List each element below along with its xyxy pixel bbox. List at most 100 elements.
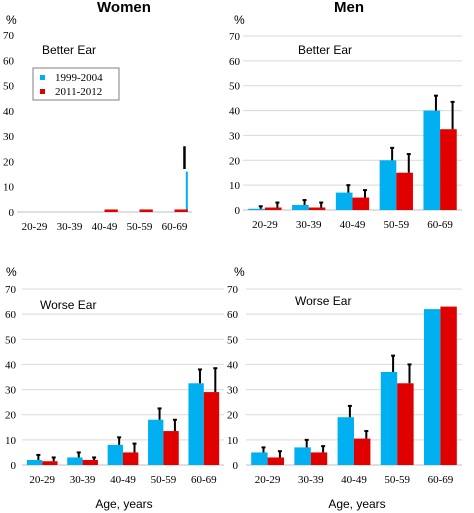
panel-title: Worse Ear (40, 298, 96, 312)
bar-1999-2004 (148, 419, 164, 465)
bar-1999-2004 (185, 171, 188, 212)
bar-1999-2004 (107, 444, 123, 465)
y-tick-label: 30 (5, 385, 17, 397)
legend-box (32, 67, 120, 101)
y-tick-label: 70 (227, 284, 239, 296)
y-tick-label: 60 (3, 55, 15, 67)
bar-2011-2012 (82, 459, 98, 465)
bar-2011-2012 (440, 306, 457, 465)
x-tick-label: 20-29 (255, 474, 281, 486)
x-axis-label-women: Age, years (95, 497, 152, 511)
x-tick-label: 30-39 (70, 474, 96, 486)
y-tick-label: 10 (3, 182, 15, 194)
y-tick-label: 50 (229, 81, 241, 93)
x-tick-label: 40-49 (92, 221, 118, 233)
x-axis-label-men: Age, years (328, 497, 385, 511)
y-tick-label: 60 (5, 309, 17, 321)
x-tick-label: 60-69 (162, 221, 188, 233)
bar-2011-2012 (397, 383, 414, 465)
bar-2011-2012 (310, 452, 328, 465)
y-tick-label: 20 (227, 410, 239, 422)
bar-2011-2012 (440, 129, 457, 210)
bar-1999-2004 (26, 459, 43, 465)
x-tick-label: 40-49 (341, 474, 367, 486)
bar-2011-2012 (308, 207, 326, 210)
x-tick-label: 50-59 (384, 474, 410, 486)
bar-1999-2004 (423, 110, 441, 210)
bar-1999-2004 (379, 160, 397, 210)
y-tick-label: 40 (227, 359, 239, 371)
y-tick-label: 70 (5, 284, 17, 296)
x-tick-label: 60-69 (428, 474, 454, 486)
panel-women-worse: % 0 10 20 30 40 50 60 70 20-29 30-39 40-49 50-59 60-6… (5, 265, 224, 486)
panel-title: Worse Ear (295, 294, 351, 308)
panel-title: Better Ear (42, 43, 96, 57)
panel-title: Better Ear (298, 43, 352, 57)
bar-2011-2012 (396, 172, 413, 210)
bar-2011-2012 (352, 197, 370, 210)
bar-1999-2004 (335, 192, 353, 210)
y-tick-label: 50 (5, 334, 17, 346)
panel-women-better: % 0 10 20 30 40 50 60 70 20-29 30-39 40-49 50-59 60-6… (3, 13, 192, 233)
bar-2011-2012 (163, 431, 179, 465)
y-tick-label: 20 (3, 156, 15, 168)
y-tick-label: 0 (11, 460, 17, 472)
x-tick-label: 40-49 (340, 219, 366, 231)
bar-2011-2012 (264, 207, 282, 210)
y-tick-label: 40 (229, 106, 241, 118)
legend-label: 2011-2012 (55, 86, 102, 98)
unit-label: % (6, 13, 17, 27)
y-tick-label: 20 (229, 155, 241, 167)
y-tick-label: 60 (227, 309, 239, 321)
legend-swatch (40, 75, 45, 80)
legend-label: 1999-2004 (55, 72, 103, 84)
bar-2011-2012 (123, 452, 139, 465)
panel-men-better: % 0 10 20 30 40 50 60 70 20-29 30-39 40-49 50-59 60-6… (229, 13, 462, 231)
legend: 1999-2004 2011-2012 (32, 67, 120, 101)
x-tick-label: 60-69 (427, 219, 453, 231)
unit-label: % (6, 265, 17, 279)
x-tick-label: 60-69 (191, 474, 217, 486)
bar-1999-2004 (294, 447, 311, 465)
bar-1999-2004 (423, 309, 441, 465)
y-tick-label: 30 (227, 385, 239, 397)
bar-1999-2004 (67, 457, 83, 465)
bar-2011-2012 (139, 209, 153, 212)
x-tick-label: 20-29 (29, 474, 55, 486)
legend-swatch (40, 89, 45, 94)
y-tick-label: 20 (5, 410, 17, 422)
x-tick-label: 50-59 (127, 221, 153, 233)
x-tick-label: 30-39 (298, 474, 324, 486)
y-tick-label: 70 (229, 31, 241, 43)
bar-2011-2012 (267, 457, 285, 465)
y-tick-label: 10 (227, 435, 239, 447)
y-tick-label: 0 (235, 205, 241, 217)
y-tick-label: 70 (3, 30, 15, 42)
women-column-title: Women (97, 0, 151, 16)
bar-2011-2012 (174, 209, 188, 212)
men-column-title: Men (334, 0, 364, 16)
bar-2011-2012 (42, 461, 58, 465)
panel-men-worse: % 0 10 20 30 40 50 60 70 20-29 30-39 40-49 50-59 60-6… (227, 265, 462, 486)
x-tick-label: 50-59 (151, 474, 177, 486)
bar-1999-2004 (248, 208, 265, 210)
y-tick-label: 30 (3, 131, 15, 143)
y-tick-label: 40 (5, 359, 17, 371)
bar-2011-2012 (104, 209, 118, 212)
x-tick-label: 30-39 (57, 221, 83, 233)
unit-label: % (234, 265, 245, 279)
x-tick-label: 50-59 (383, 219, 409, 231)
bar-2011-2012 (203, 392, 220, 465)
bar-1999-2004 (188, 383, 204, 465)
bar-1999-2004 (337, 417, 354, 465)
bar-1999-2004 (251, 452, 268, 465)
x-tick-label: 20-29 (252, 219, 278, 231)
x-tick-label: 40-49 (110, 474, 136, 486)
unit-label: % (234, 13, 245, 27)
x-tick-label: 20-29 (22, 221, 48, 233)
y-tick-label: 40 (3, 106, 15, 118)
y-tick-label: 30 (229, 130, 241, 142)
bar-1999-2004 (292, 205, 309, 210)
y-tick-label: 0 (9, 207, 15, 219)
y-tick-label: 10 (229, 180, 241, 192)
